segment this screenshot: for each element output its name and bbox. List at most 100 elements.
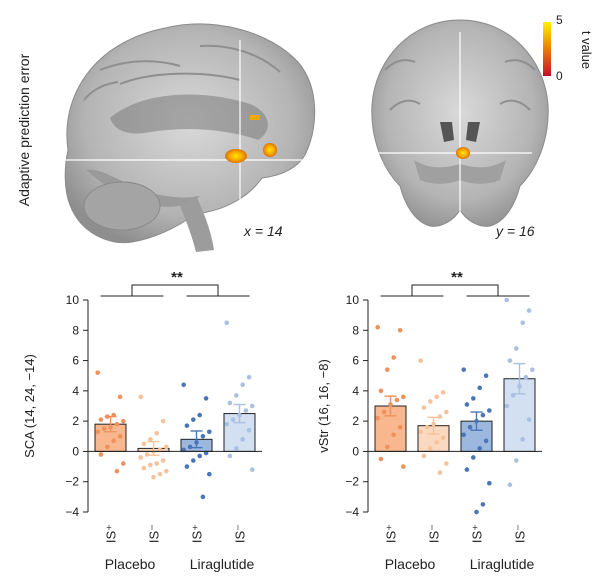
data-point <box>141 465 147 471</box>
data-point <box>428 446 433 451</box>
data-point <box>526 308 532 313</box>
colorbar-label: t value <box>579 31 594 69</box>
colorbar-max: 5 <box>556 13 563 27</box>
data-point <box>477 446 483 451</box>
data-point <box>461 432 467 438</box>
data-point <box>477 385 483 391</box>
data-point <box>184 423 190 428</box>
data-point <box>504 297 510 303</box>
data-point <box>114 468 120 474</box>
brain-panel: Adaptive prediction error x = 14 <box>16 13 594 252</box>
data-point <box>437 470 443 475</box>
data-point <box>401 464 406 469</box>
data-point <box>375 415 381 421</box>
group-label: Liraglutide <box>470 556 535 572</box>
data-point <box>246 427 252 433</box>
data-point <box>520 320 525 326</box>
y-tick-label: 2 <box>72 414 79 428</box>
data-point <box>504 403 510 409</box>
data-point <box>207 471 212 477</box>
data-point <box>117 433 123 439</box>
data-point <box>164 468 169 474</box>
data-point <box>391 355 397 360</box>
data-point <box>250 403 255 409</box>
y-tick-label: 4 <box>352 384 359 398</box>
data-point <box>200 433 206 439</box>
data-point <box>507 482 513 488</box>
category-label: IS⁺ <box>190 524 205 543</box>
data-point <box>434 394 440 400</box>
y-tick-label: 8 <box>72 323 79 337</box>
y-tick-label: −4 <box>65 505 79 519</box>
data-point <box>227 453 233 459</box>
data-point <box>464 402 470 407</box>
data-point <box>151 474 156 480</box>
data-point <box>440 435 446 441</box>
data-point <box>200 494 206 500</box>
data-point <box>397 327 403 333</box>
chart-sca: −4 −2 0 2 4 6 8 10 SCA (14, 24, −14) IS⁺ IS⁻ IS⁺ IS⁻… <box>22 269 262 572</box>
data-point <box>444 461 449 466</box>
data-point <box>381 409 387 415</box>
data-point <box>480 502 486 507</box>
group-label: Placebo <box>105 556 156 572</box>
data-point <box>250 467 255 472</box>
significance-bracket <box>380 284 530 297</box>
data-point <box>154 461 159 466</box>
data-point <box>157 471 163 477</box>
data-point <box>378 388 384 394</box>
data-point <box>121 418 126 424</box>
data-point <box>148 437 153 442</box>
data-point <box>203 396 209 401</box>
coronal-coord-label: y = 16 <box>495 223 535 239</box>
data-point <box>483 438 489 444</box>
data-point <box>111 438 116 444</box>
data-point <box>523 374 529 380</box>
y-tick-label: 0 <box>72 444 79 458</box>
data-point <box>437 414 443 419</box>
category-label: IS⁻ <box>427 524 442 543</box>
significance-bracket <box>100 284 250 297</box>
y-axis-label: SCA (14, 24, −14) <box>22 354 37 458</box>
colorbar-gradient <box>543 22 551 76</box>
data-point <box>117 394 123 400</box>
sagittal-brain-slice <box>52 23 318 252</box>
chart-vstr: −4 −2 0 2 4 6 8 10 vStr (16, 16, −8) IS⁺ IS⁻ IS⁺ IS⁻… <box>316 269 542 572</box>
data-point <box>471 396 476 401</box>
data-point <box>471 455 476 460</box>
y-tick-label: 10 <box>66 293 80 307</box>
data-point <box>191 458 196 463</box>
data-point <box>394 397 400 403</box>
sagittal-coord-label: x = 14 <box>243 223 283 239</box>
data-point <box>418 429 424 435</box>
y-tick-label: 2 <box>352 414 359 428</box>
y-tick-label: 6 <box>72 354 79 368</box>
data-point <box>187 444 193 450</box>
data-point <box>154 430 159 436</box>
coronal-brain-slice <box>346 19 549 227</box>
data-point <box>230 417 236 422</box>
y-tick-label: −2 <box>65 475 79 489</box>
data-point <box>421 453 427 459</box>
y-tick-label: −2 <box>345 475 359 489</box>
data-point <box>141 441 147 447</box>
data-point <box>114 421 120 427</box>
y-tick-label: 6 <box>352 354 359 368</box>
data-point <box>227 400 233 406</box>
data-point <box>397 424 403 430</box>
data-point <box>164 444 169 450</box>
data-point <box>428 399 433 404</box>
data-point <box>240 382 245 388</box>
data-point <box>480 412 486 418</box>
data-point <box>160 418 166 424</box>
y-tick-label: 8 <box>352 323 359 337</box>
significance-label: ** <box>171 269 183 286</box>
category-label: IS⁻ <box>233 524 248 543</box>
category-label: IS⁺ <box>104 524 119 543</box>
data-point <box>507 358 513 363</box>
significance-label: ** <box>451 269 463 286</box>
data-point <box>474 509 479 515</box>
data-point <box>385 367 390 372</box>
data-point <box>461 367 467 372</box>
